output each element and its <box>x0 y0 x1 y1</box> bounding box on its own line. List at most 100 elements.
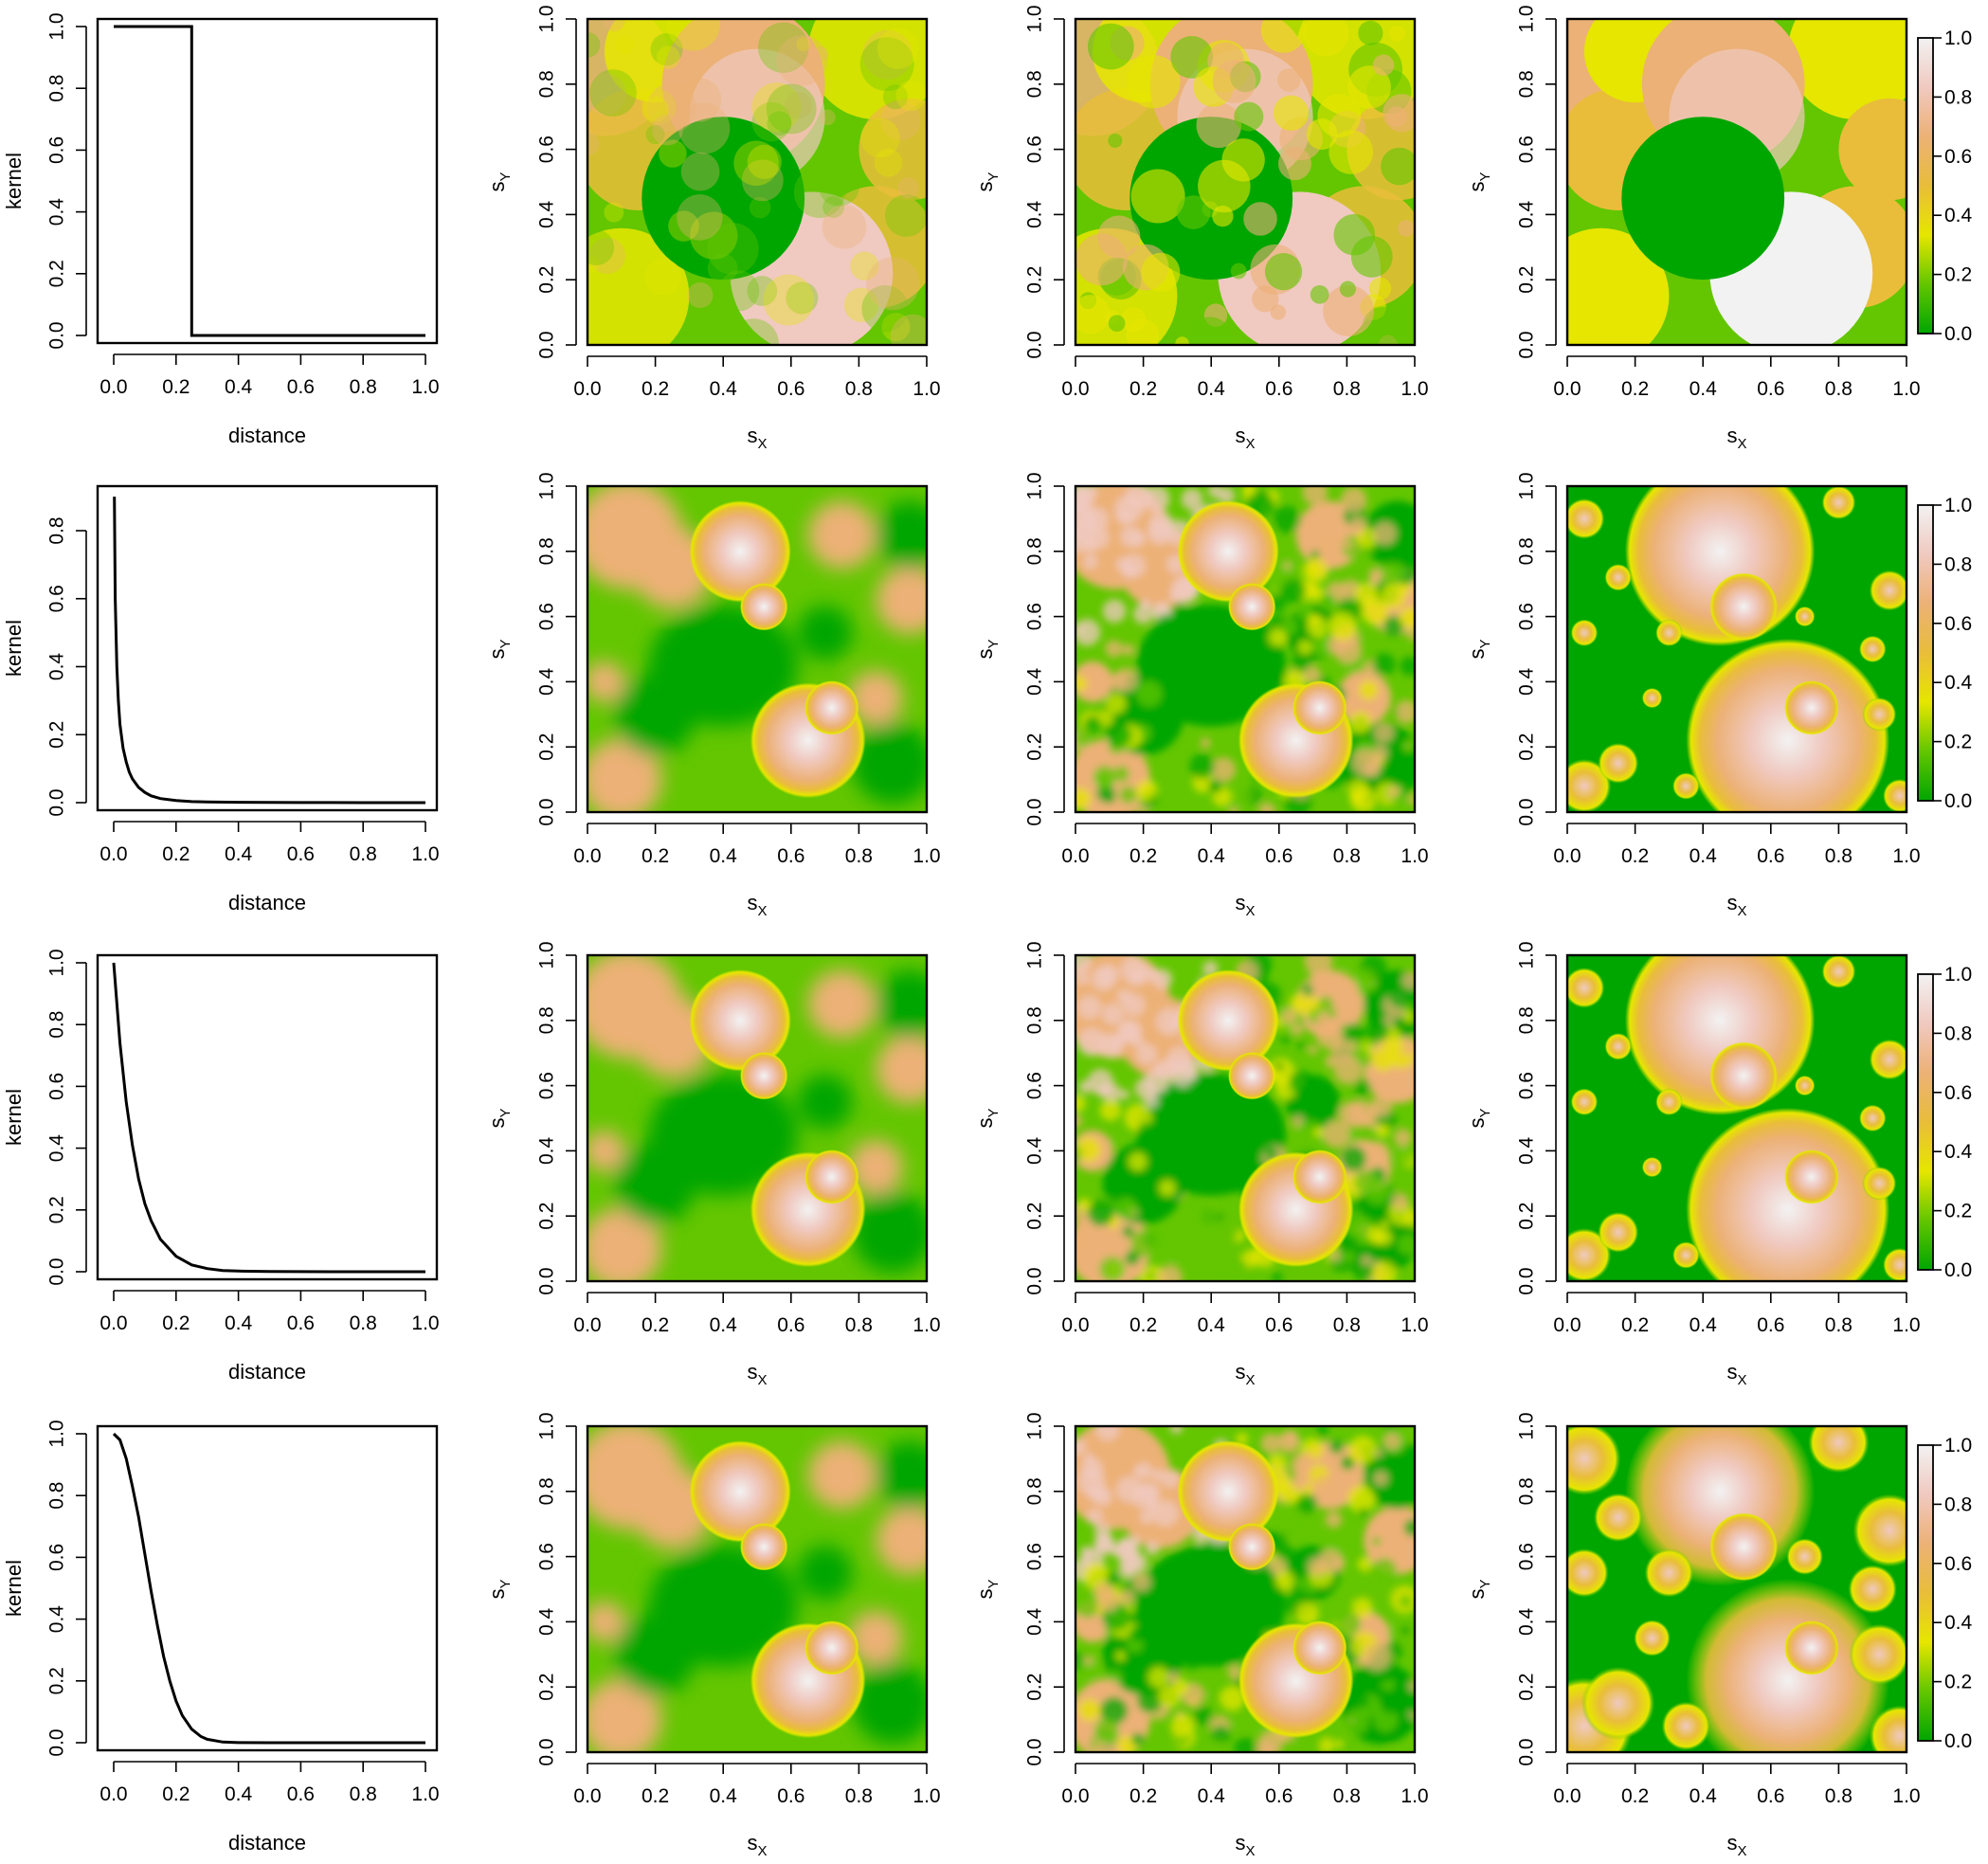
texture-speck <box>877 27 919 69</box>
y-tick-label: 0.6 <box>1024 603 1046 630</box>
x-tick-label: 0.0 <box>1553 1785 1581 1807</box>
x-tick-label: 0.6 <box>777 845 804 867</box>
texture-speck <box>1258 1572 1272 1585</box>
x-tick-label: 0.4 <box>225 376 253 398</box>
y-tick-label: 0.0 <box>46 321 68 349</box>
texture-speck <box>1095 1426 1120 1441</box>
y-tick-label: 0.4 <box>536 200 558 228</box>
heatmap-field <box>587 955 927 1281</box>
texture-speck <box>1369 1095 1393 1118</box>
texture-speck <box>1208 1690 1220 1702</box>
texture-speck <box>1087 1199 1114 1226</box>
texture-speck <box>776 35 828 86</box>
texture-speck <box>1117 1019 1143 1044</box>
texture-speck <box>1311 550 1320 559</box>
texture-speck <box>1095 771 1113 789</box>
texture-speck <box>1373 1708 1399 1732</box>
plot-frame <box>586 484 929 814</box>
x-tick-label: 1.0 <box>1401 1314 1428 1336</box>
texture-speck <box>652 114 683 146</box>
texture-speck <box>1401 971 1415 990</box>
figure-row: 0.0 0.2 0.4 0.6 0.8 1.0 0.0 0.2 0.4 0.6 0.8 1.0 dist… <box>2 941 1973 1388</box>
high-peak <box>1709 1512 1778 1582</box>
x-tick-label: 0.2 <box>162 1312 190 1334</box>
texture-speck <box>1194 1563 1219 1587</box>
texture-speck <box>1102 599 1127 624</box>
x-tick-label: 0.4 <box>225 1312 253 1334</box>
texture-speck <box>767 111 792 136</box>
x-axis-label: sX <box>747 424 767 452</box>
x-tick-label: 0.0 <box>573 1314 601 1336</box>
texture-speck <box>1075 295 1111 335</box>
y-axis-label: sY <box>1465 639 1493 659</box>
texture-speck <box>1189 753 1216 780</box>
texture-speck <box>587 31 601 58</box>
texture-speck <box>1116 1475 1144 1503</box>
texture-speck <box>1359 1507 1369 1517</box>
texture-speck <box>1356 527 1378 549</box>
y-tick-label: 0.2 <box>1024 1203 1046 1230</box>
texture-speck <box>1119 1089 1130 1100</box>
colorbar-tick-label: 1.0 <box>1944 27 1972 49</box>
spot <box>1869 570 1907 611</box>
texture-speck <box>1302 486 1328 505</box>
texture-speck <box>741 159 784 202</box>
cool-blob <box>797 1075 853 1130</box>
texture-speck <box>1349 711 1372 733</box>
y-tick-label: 0.6 <box>1516 1072 1538 1099</box>
y-tick-label: 0.2 <box>536 1674 558 1701</box>
texture-speck <box>1200 737 1211 749</box>
texture-speck <box>1343 539 1352 550</box>
texture-speck <box>587 132 600 155</box>
map-panel: 0.0 0.2 0.4 0.6 0.8 1.0 0.0 0.2 0.4 0.6 0.8 1.0 sX sY <box>973 941 1429 1388</box>
y-tick-label: 0.8 <box>1024 70 1046 98</box>
x-tick-label: 0.0 <box>1553 1314 1581 1336</box>
x-axis-label: distance <box>228 1831 306 1855</box>
plot-frame <box>1565 484 1908 814</box>
y-tick-label: 0.6 <box>536 136 558 163</box>
texture-speck <box>1353 1078 1372 1096</box>
x-tick-label: 1.0 <box>411 1312 439 1334</box>
texture-speck <box>763 274 815 326</box>
y-tick-label: 0.0 <box>1024 1267 1046 1294</box>
y-tick-label: 0.8 <box>536 1477 558 1505</box>
texture-speck <box>1146 1271 1156 1281</box>
x-tick-label: 0.8 <box>845 1314 873 1336</box>
texture-speck <box>1403 1210 1415 1228</box>
warm-blob <box>1364 1506 1415 1575</box>
y-tick-label: 1.0 <box>536 1412 558 1439</box>
y-tick-label: 0.0 <box>1516 1267 1538 1294</box>
plot-frame <box>1074 484 1417 814</box>
texture-speck <box>1291 993 1307 1009</box>
spot <box>1634 1620 1671 1656</box>
texture-speck <box>1322 1120 1350 1149</box>
texture-speck <box>1233 1258 1246 1272</box>
heatmap-field <box>1567 955 1907 1281</box>
spot <box>1882 1247 1907 1281</box>
texture-speck <box>1087 527 1110 550</box>
texture-speck <box>1075 619 1101 646</box>
warm-blob <box>807 969 877 1039</box>
texture-speck <box>1099 1099 1121 1121</box>
y-tick-label: 0.6 <box>536 1072 558 1099</box>
texture-speck <box>885 194 927 237</box>
x-tick-label: 0.2 <box>642 1785 669 1807</box>
texture-speck <box>1408 1681 1415 1692</box>
y-tick-label: 0.8 <box>46 1011 68 1039</box>
texture-speck <box>1141 252 1181 292</box>
x-tick-label: 1.0 <box>1892 1785 1920 1807</box>
x-tick-label: 0.8 <box>350 376 377 398</box>
texture-speck <box>1233 1737 1258 1752</box>
y-tick-label: 1.0 <box>536 5 558 32</box>
y-tick-label: 0.6 <box>536 603 558 630</box>
texture-speck <box>1365 1141 1391 1167</box>
texture-speck <box>650 33 683 66</box>
x-axis-label: sX <box>747 1831 767 1859</box>
texture-speck <box>1348 1436 1378 1465</box>
high-peak <box>804 1620 859 1675</box>
texture-speck <box>1357 1557 1372 1572</box>
y-tick-label: 0.8 <box>1024 1006 1046 1034</box>
texture-speck <box>1132 604 1153 624</box>
texture-speck <box>1155 1007 1184 1036</box>
warm-blob <box>587 738 662 812</box>
